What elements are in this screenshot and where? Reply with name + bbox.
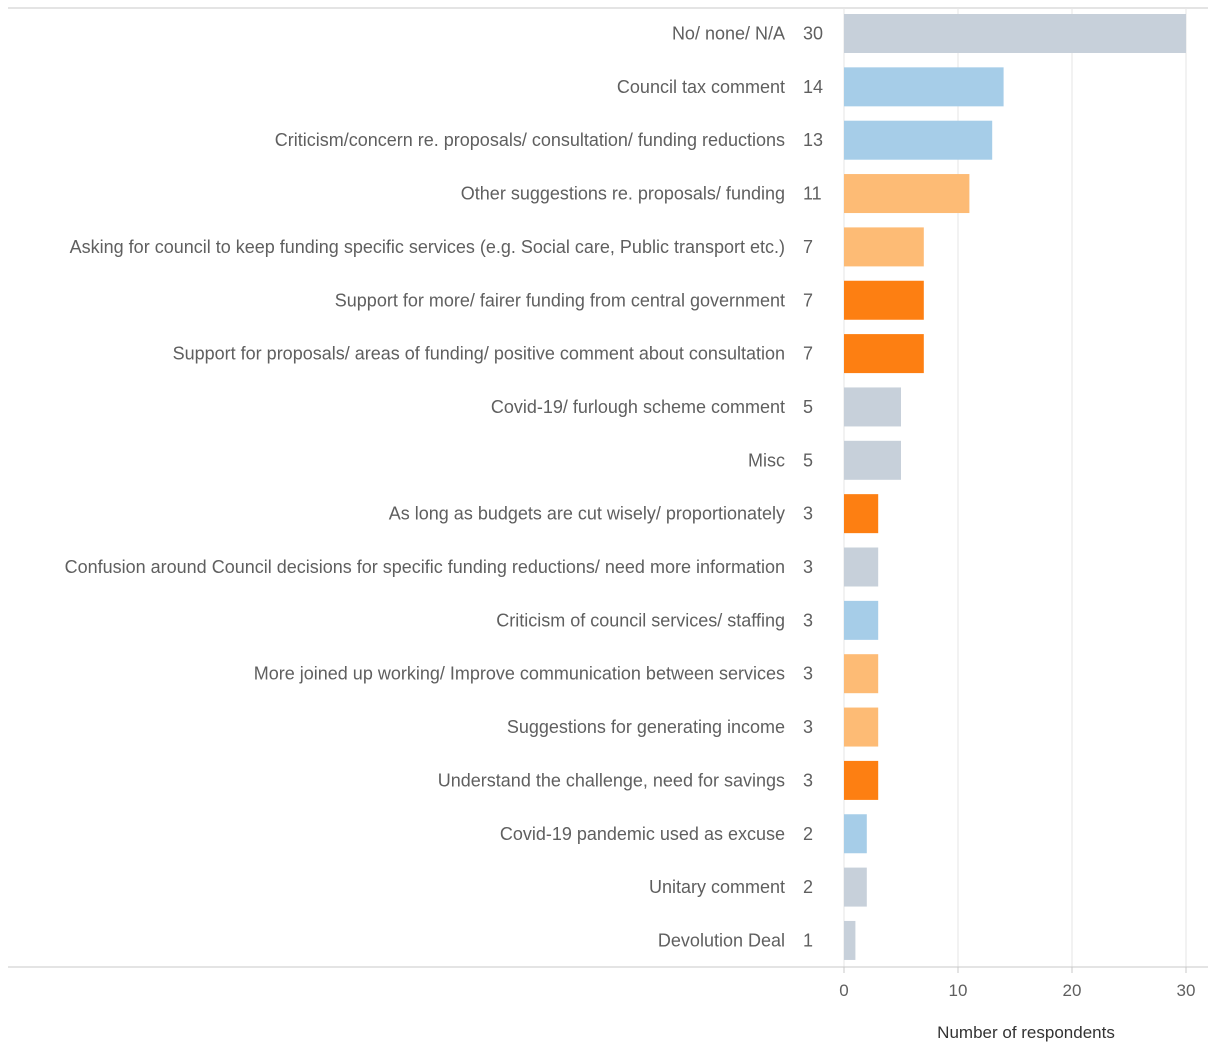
category-label: Understand the challenge, need for savin… — [438, 770, 785, 790]
category-label: Criticism of council services/ staffing — [496, 610, 785, 630]
category-label: No/ none/ N/A — [672, 24, 785, 44]
bar — [844, 334, 924, 374]
category-label: More joined up working/ Improve communic… — [254, 664, 785, 684]
x-tick-labels: 0 10 20 30 — [839, 967, 1195, 1000]
category-label: Asking for council to keep funding speci… — [70, 237, 785, 257]
bar — [844, 227, 924, 267]
bar — [844, 120, 993, 160]
category-label: Support for proposals/ areas of funding/… — [173, 344, 785, 364]
value-label: 7 — [803, 344, 813, 364]
value-label: 3 — [803, 504, 813, 524]
value-label: 3 — [803, 664, 813, 684]
bar — [844, 654, 879, 694]
bar — [844, 867, 867, 907]
category-label: Covid-19/ furlough scheme comment — [491, 397, 785, 417]
category-label: Other suggestions re. proposals/ funding — [461, 184, 785, 204]
value-label: 14 — [803, 77, 823, 97]
x-tick-label: 10 — [949, 981, 968, 1000]
value-label: 7 — [803, 290, 813, 310]
gridlines — [843, 8, 1187, 967]
category-label: Suggestions for generating income — [507, 717, 785, 737]
value-label: 3 — [803, 717, 813, 737]
value-label: 7 — [803, 237, 813, 257]
category-label: Misc — [748, 450, 785, 470]
bar — [844, 760, 879, 800]
bar — [844, 174, 970, 214]
value-label: 5 — [803, 450, 813, 470]
value-label: 2 — [803, 824, 813, 844]
category-label: Support for more/ fairer funding from ce… — [335, 290, 785, 310]
value-labels: 30 14 13 11 7 7 7 5 5 3 3 3 3 3 3 2 2 1 — [803, 24, 823, 951]
value-label: 3 — [803, 770, 813, 790]
bar — [844, 67, 1004, 107]
category-label: Covid-19 pandemic used as excuse — [500, 824, 785, 844]
bar — [844, 600, 879, 640]
category-label: As long as budgets are cut wisely/ propo… — [389, 504, 785, 524]
value-label: 30 — [803, 24, 823, 44]
category-labels: No/ none/ N/A Council tax comment Criticis… — [65, 24, 785, 951]
x-tick-label: 30 — [1177, 981, 1196, 1000]
value-label: 13 — [803, 130, 823, 150]
category-label: Council tax comment — [617, 77, 785, 97]
category-label: Criticism/concern re. proposals/ consult… — [275, 130, 785, 150]
category-label: Devolution Deal — [658, 930, 785, 950]
category-label: Confusion around Council decisions for s… — [65, 557, 785, 577]
x-tick-label: 0 — [839, 981, 848, 1000]
bar — [844, 547, 879, 587]
value-label: 1 — [803, 930, 813, 950]
bar — [844, 280, 924, 320]
value-label: 11 — [803, 184, 822, 204]
bars-group — [844, 14, 1186, 960]
x-tick-label: 20 — [1063, 981, 1082, 1000]
bar — [844, 707, 879, 747]
bar — [844, 14, 1186, 53]
value-label: 5 — [803, 397, 813, 417]
bar — [844, 814, 867, 854]
category-label: Unitary comment — [649, 877, 785, 897]
value-label: 2 — [803, 877, 813, 897]
value-label: 3 — [803, 610, 813, 630]
value-label: 3 — [803, 557, 813, 577]
bar — [844, 494, 879, 534]
bar — [844, 440, 901, 480]
bar — [844, 920, 856, 960]
bar — [844, 387, 901, 427]
x-axis-title: Number of respondents — [937, 1023, 1115, 1042]
